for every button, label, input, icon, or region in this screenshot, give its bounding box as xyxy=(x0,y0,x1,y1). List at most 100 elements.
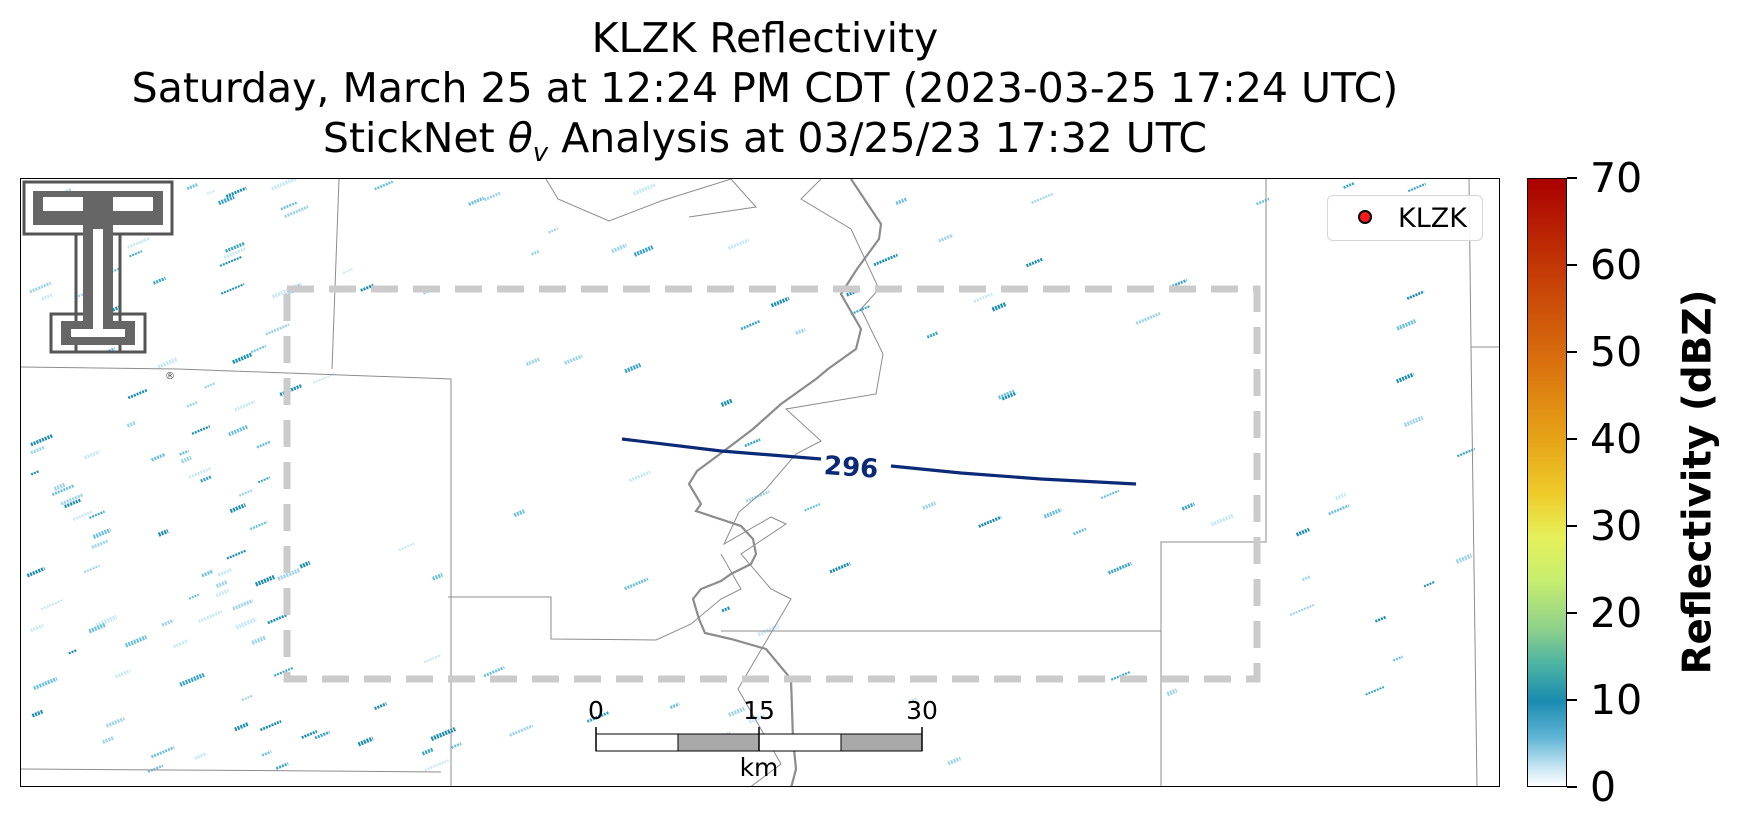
reflectivity-streak xyxy=(728,706,746,717)
reflectivity-streak xyxy=(1289,603,1315,616)
reflectivity-streak xyxy=(60,493,84,506)
colorbar-tick-mark xyxy=(1567,351,1577,353)
reflectivity-streak xyxy=(744,438,761,448)
radar-site-marker-icon xyxy=(1358,210,1372,224)
reflectivity-streak xyxy=(234,721,250,732)
reflectivity-streak xyxy=(191,425,211,435)
reflectivity-streak xyxy=(83,564,100,574)
reflectivity-streak xyxy=(1107,561,1132,575)
reflectivity-streak xyxy=(95,614,118,628)
reflectivity-streak xyxy=(186,183,198,191)
reflectivity-streak xyxy=(229,503,247,514)
colorbar-tick-label: 20 xyxy=(1590,589,1643,637)
legend-label: KLZK xyxy=(1398,203,1467,234)
reflectivity-streak xyxy=(1343,182,1355,189)
texas-tech-double-t-logo xyxy=(22,180,174,354)
reflectivity-streak xyxy=(180,455,193,464)
logo-trademark: ® xyxy=(165,371,175,382)
reflectivity-streak xyxy=(126,420,137,428)
reflectivity-streak xyxy=(84,449,101,460)
reflectivity-streak xyxy=(586,710,610,723)
reflectivity-streak xyxy=(273,666,295,677)
reflectivity-streak xyxy=(173,639,189,649)
reflectivity-streak xyxy=(1396,319,1417,331)
reflectivity-streak xyxy=(1301,575,1312,582)
reflectivity-streak xyxy=(267,613,288,625)
reflectivity-streak xyxy=(114,669,131,679)
reflectivity-streak xyxy=(513,509,526,518)
reflectivity-streak xyxy=(1328,504,1350,516)
colorbar-tick-label: 60 xyxy=(1590,241,1643,289)
reflectivity-streak xyxy=(277,567,301,581)
reflectivity-streak xyxy=(150,746,175,759)
reflectivity-streak xyxy=(194,751,208,760)
reflectivity-streak xyxy=(280,201,298,211)
title-line-2: Saturday, March 25 at 12:24 PM CDT (2023… xyxy=(131,64,1399,112)
reflectivity-streak xyxy=(1295,527,1310,537)
reflectivity-streak xyxy=(398,542,415,552)
reflectivity-streak xyxy=(226,549,247,560)
reflectivity-streak xyxy=(111,266,122,273)
reflectivity-streak xyxy=(1043,507,1063,519)
theta-subscript: v xyxy=(532,138,549,169)
reflectivity-streak xyxy=(432,572,444,581)
reflectivity-streak xyxy=(234,400,256,412)
legend: KLZK xyxy=(1327,195,1483,241)
reflectivity-streak xyxy=(1406,290,1425,300)
reflectivity-streak xyxy=(1407,182,1427,193)
reflectivity-streak xyxy=(468,196,485,206)
reflectivity-streak xyxy=(357,736,374,747)
reflectivity-streak xyxy=(632,183,656,196)
reflectivity-streak xyxy=(152,276,167,285)
colorbar-tick-label: 30 xyxy=(1590,502,1643,550)
reflectivity-streak xyxy=(1210,513,1234,527)
reflectivity-streak xyxy=(102,735,115,744)
colorbar-tick-mark xyxy=(1567,525,1577,527)
reflectivity-streak xyxy=(68,649,78,655)
reflectivity-streak xyxy=(895,197,908,206)
reflectivity-streak xyxy=(721,606,731,613)
map-panel[interactable]: 296 0 15 30 km ® KLZK xyxy=(20,178,1500,787)
reflectivity-streak xyxy=(256,440,271,449)
reflectivity-streak xyxy=(127,388,148,400)
colorbar-tick-mark xyxy=(1567,264,1577,266)
reflectivity-streak xyxy=(483,191,502,202)
reflectivity-streak xyxy=(748,713,766,724)
reflectivity-streak xyxy=(421,747,435,756)
map-canvas xyxy=(21,179,1499,786)
reflectivity-streak xyxy=(1365,686,1385,696)
reflectivity-streak xyxy=(1100,489,1120,500)
reflectivity-streak xyxy=(40,598,64,611)
reflectivity-streak xyxy=(938,233,954,243)
reflectivity-streak xyxy=(250,345,267,354)
reflectivity-streak xyxy=(200,475,212,483)
reflectivity-streak xyxy=(105,716,126,728)
reflectivity-streak xyxy=(238,489,253,497)
reflectivity-streak xyxy=(1135,311,1161,325)
reflectivity-streak xyxy=(265,323,290,336)
reflectivity-streak xyxy=(509,724,534,737)
colorbar-tick-label: 50 xyxy=(1590,328,1643,376)
reflectivity-streak xyxy=(997,389,1015,400)
reflectivity-streak xyxy=(312,372,337,384)
reflectivity-streak xyxy=(548,227,559,234)
reflectivity-streak xyxy=(279,384,302,397)
colorbar-tick-mark xyxy=(1567,612,1577,614)
reflectivity-streak xyxy=(150,453,166,462)
reflectivity-streak xyxy=(624,362,642,374)
reflectivity-streak xyxy=(1166,688,1178,697)
theta-v-contour-296 xyxy=(621,437,822,461)
reflectivity-streak xyxy=(147,764,164,773)
scale-tick-0: 0 xyxy=(588,696,604,725)
reflectivity-streak xyxy=(922,501,937,511)
reflectivity-streak xyxy=(161,618,175,627)
reflectivity-streak xyxy=(624,577,649,591)
title-line-1: KLZK Reflectivity xyxy=(591,14,939,62)
reflectivity-streak xyxy=(947,756,962,766)
reflectivity-streak xyxy=(204,381,216,389)
reflectivity-streak xyxy=(179,449,190,456)
reflectivity-streak xyxy=(1403,415,1424,428)
reflectivity-streak xyxy=(795,327,806,335)
reflectivity-streak xyxy=(423,653,442,664)
theta-v-contour-296-right xyxy=(890,464,1137,486)
